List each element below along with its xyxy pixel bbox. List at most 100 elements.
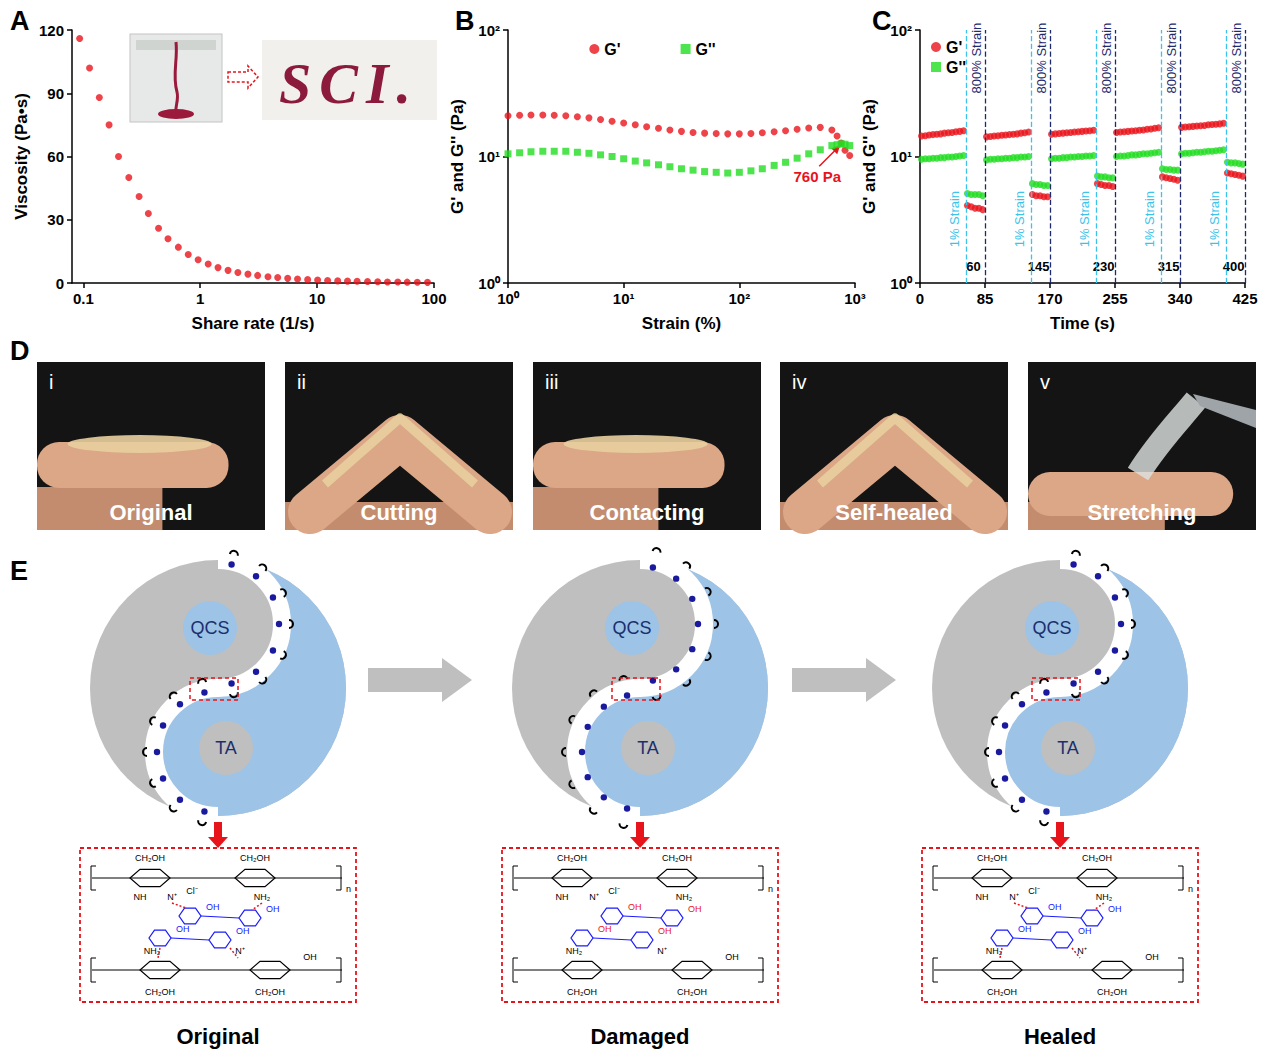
svg-text:Strain (%): Strain (%): [642, 314, 721, 333]
svg-text:Original: Original: [109, 500, 192, 525]
svg-text:Contacting: Contacting: [590, 500, 705, 525]
svg-text:1% Strain: 1% Strain: [1012, 191, 1027, 247]
svg-text:120: 120: [39, 22, 64, 39]
svg-text:E: E: [10, 556, 28, 586]
svg-text:1% Strain: 1% Strain: [1207, 191, 1222, 247]
svg-text:Time (s): Time (s): [1050, 314, 1115, 333]
svg-text:Viscosity (Pa•s): Viscosity (Pa•s): [12, 93, 31, 220]
svg-text:CH₂OH: CH₂OH: [1082, 853, 1112, 863]
svg-text:100: 100: [421, 290, 446, 307]
svg-text:10¹: 10¹: [890, 148, 912, 165]
svg-text:0: 0: [916, 290, 924, 307]
svg-text:OH: OH: [176, 924, 190, 934]
svg-text:OH: OH: [598, 924, 612, 934]
svg-text:ii: ii: [297, 371, 306, 393]
svg-text:v: v: [1040, 371, 1050, 393]
svg-text:10²: 10²: [728, 290, 750, 307]
svg-text:800% Strain: 800% Strain: [1099, 23, 1114, 94]
svg-text:A: A: [10, 6, 30, 36]
svg-text:Cutting: Cutting: [361, 500, 438, 525]
svg-text:CH₂OH: CH₂OH: [987, 987, 1017, 997]
svg-text:OH: OH: [1145, 952, 1159, 962]
svg-text:10⁰: 10⁰: [478, 275, 501, 292]
svg-text:n: n: [346, 884, 351, 894]
svg-text:1: 1: [196, 290, 204, 307]
svg-text:800% Strain: 800% Strain: [1229, 23, 1244, 94]
svg-text:n: n: [768, 884, 773, 894]
svg-text:OH: OH: [658, 926, 672, 936]
svg-text:Cl⁻: Cl⁻: [1028, 886, 1040, 896]
svg-text:N⁺: N⁺: [1009, 892, 1019, 902]
svg-text:10⁰: 10⁰: [890, 275, 913, 292]
svg-text:CH₂OH: CH₂OH: [1097, 987, 1127, 997]
svg-text:255: 255: [1102, 290, 1127, 307]
svg-text:CH₂OH: CH₂OH: [240, 853, 270, 863]
svg-text:G'': G'': [946, 59, 966, 76]
svg-text:340: 340: [1167, 290, 1192, 307]
svg-text:60: 60: [966, 259, 980, 274]
svg-text:iv: iv: [792, 371, 806, 393]
svg-text:Self-healed: Self-healed: [835, 500, 952, 525]
svg-text:NH: NH: [556, 892, 569, 902]
svg-text:Share rate (1/s): Share rate (1/s): [192, 314, 315, 333]
svg-text:OH: OH: [688, 904, 702, 914]
svg-text:N⁺: N⁺: [657, 946, 667, 956]
svg-text:Cl⁻: Cl⁻: [608, 886, 620, 896]
svg-text:N⁺: N⁺: [167, 892, 177, 902]
svg-text:N⁺: N⁺: [589, 892, 599, 902]
svg-text:10¹: 10¹: [613, 290, 635, 307]
svg-text:Stretching: Stretching: [1088, 500, 1197, 525]
svg-text:OH: OH: [1018, 924, 1032, 934]
svg-text:760 Pa: 760 Pa: [793, 168, 841, 185]
svg-text:90: 90: [47, 85, 64, 102]
svg-text:OH: OH: [236, 926, 250, 936]
svg-text:800% Strain: 800% Strain: [1164, 23, 1179, 94]
svg-text:n: n: [1188, 884, 1193, 894]
svg-text:TA: TA: [637, 738, 659, 758]
svg-text:Damaged: Damaged: [590, 1024, 689, 1049]
svg-text:1% Strain: 1% Strain: [1142, 191, 1157, 247]
svg-text:OH: OH: [206, 902, 220, 912]
svg-text:Healed: Healed: [1024, 1024, 1096, 1049]
svg-text:OH: OH: [303, 952, 317, 962]
svg-text:800% Strain: 800% Strain: [1034, 23, 1049, 94]
svg-text:10³: 10³: [844, 290, 866, 307]
svg-text:CH₂OH: CH₂OH: [662, 853, 692, 863]
svg-text:CH₂OH: CH₂OH: [677, 987, 707, 997]
svg-text:N⁺: N⁺: [1077, 946, 1087, 956]
svg-text:QCS: QCS: [190, 618, 229, 638]
svg-text:G' and G'' (Pa): G' and G'' (Pa): [860, 99, 879, 214]
svg-text:NH₂: NH₂: [676, 892, 693, 902]
svg-text:OH: OH: [725, 952, 739, 962]
svg-text:10: 10: [309, 290, 326, 307]
svg-text:OH: OH: [266, 904, 280, 914]
svg-text:NH₂: NH₂: [986, 946, 1003, 956]
svg-text:CH₂OH: CH₂OH: [145, 987, 175, 997]
svg-text:G' and G'' (Pa): G' and G'' (Pa): [448, 99, 467, 214]
svg-text:NH₂: NH₂: [1096, 892, 1113, 902]
svg-text:QCS: QCS: [612, 618, 651, 638]
svg-text:170: 170: [1037, 290, 1062, 307]
svg-text:10⁰: 10⁰: [497, 290, 520, 307]
svg-text:CH₂OH: CH₂OH: [977, 853, 1007, 863]
svg-text:NH: NH: [976, 892, 989, 902]
svg-text:1% Strain: 1% Strain: [1077, 191, 1092, 247]
svg-text:10¹: 10¹: [478, 148, 500, 165]
svg-text:B: B: [455, 6, 475, 36]
svg-text:Original: Original: [176, 1024, 259, 1049]
svg-text:G'': G'': [696, 41, 716, 58]
svg-text:10²: 10²: [890, 22, 912, 39]
svg-text:G': G': [604, 41, 620, 58]
svg-text:0: 0: [56, 275, 64, 292]
svg-text:OH: OH: [1078, 926, 1092, 936]
svg-text:30: 30: [47, 211, 64, 228]
svg-text:60: 60: [47, 148, 64, 165]
svg-text:TA: TA: [215, 738, 237, 758]
svg-text:OH: OH: [1108, 904, 1122, 914]
svg-text:800% Strain: 800% Strain: [969, 23, 984, 94]
svg-text:N⁺: N⁺: [235, 946, 245, 956]
svg-text:OH: OH: [1048, 902, 1062, 912]
svg-text:85: 85: [977, 290, 994, 307]
svg-text:QCS: QCS: [1032, 618, 1071, 638]
svg-text:1% Strain: 1% Strain: [947, 191, 962, 247]
